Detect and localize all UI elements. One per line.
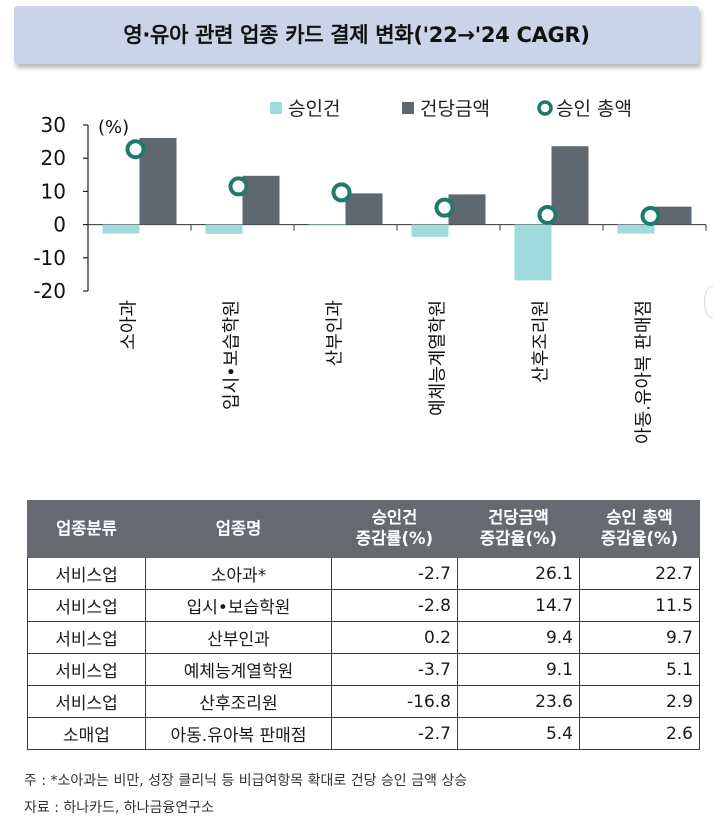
table-header-row: 업종분류 업종명 승인건 증감률(%) 건당금액 증감율(%) 승인 총액 증감율(%) — [27, 500, 700, 558]
table-row: 서비스업 예체능계열학원 -3.7 9.1 5.1 — [27, 653, 700, 686]
bar-approvals-2 — [308, 223, 346, 225]
legend-label-1: 건당금액 — [420, 98, 490, 120]
table-cell: -2.7 — [331, 717, 458, 750]
marker-total-0 — [125, 139, 146, 160]
table-header-text: 증감률(%) — [355, 529, 434, 548]
table-cell: 5.4 — [457, 717, 580, 750]
table-cell: 서비스업 — [27, 653, 146, 686]
table-cell: 9.1 — [457, 653, 580, 686]
data-table: 업종분류 업종명 승인건 증감률(%) 건당금액 증감율(%) 승인 총액 증감율(%) 서비… — [27, 500, 700, 750]
table-cell: 23.6 — [457, 685, 580, 718]
table-cell: 소아과* — [145, 557, 332, 590]
y-unit-label: (%) — [98, 117, 129, 138]
table-cell: 26.1 — [457, 557, 580, 590]
table-row: 서비스업 소아과* -2.7 26.1 22.7 — [27, 557, 700, 590]
footnote: 주 : *소아과는 비만, 성장 클리닉 등 비급여항목 확대로 건당 승인 금… — [24, 773, 468, 789]
table-body: 서비스업 소아과* -2.7 26.1 22.7 서비스업 입시•보습학원 -2.8 14.7 1… — [27, 557, 700, 750]
table-cell: 산후조리원 — [145, 685, 332, 718]
legend-label-0: 승인건 — [288, 98, 340, 120]
table-cell: 9.7 — [579, 621, 700, 654]
bar-approvals-4 — [514, 224, 552, 281]
table-row: 서비스업 입시•보습학원 -2.8 14.7 11.5 — [27, 589, 700, 622]
category-label-0: 소아과 — [119, 300, 140, 350]
table-header-1: 업종명 — [145, 500, 332, 558]
table-row: 소매업 아동.유아복 판매점 -2.7 5.4 2.6 — [27, 717, 700, 750]
table-header-text: 건당금액 — [488, 508, 549, 528]
legend-label-2: 승인 총액 — [556, 98, 632, 120]
bar-chart: 승인건 건당금액 승인 총액 30 20 10 0 -10 -20 (%) 소아과 입시•보습학원 산부… — [33, 98, 707, 444]
bar-per-transaction-1 — [242, 175, 280, 225]
table-cell: 아동.유아복 판매점 — [145, 717, 332, 750]
table-header-text: 업종명 — [215, 518, 262, 538]
table-cell: 11.5 — [579, 589, 700, 622]
table-cell: 예체능계열학원 — [145, 653, 332, 686]
table-cell: 서비스업 — [27, 589, 146, 622]
table-cell: 0.2 — [331, 621, 458, 654]
table-row: 서비스업 산부인과 0.2 9.4 9.7 — [27, 621, 700, 654]
marker-total-1 — [228, 176, 249, 197]
legend-swatch-0 — [270, 102, 282, 114]
category-label-5: 아동.유아복 판매점 — [634, 300, 655, 444]
table-header-text: 증감율(%) — [479, 529, 558, 548]
category-label-3: 예체능계열학원 — [428, 300, 449, 416]
legend-swatch-1 — [402, 102, 414, 114]
y-tick-label-5: -20 — [33, 279, 66, 303]
table-header-2: 승인건 증감률(%) — [331, 500, 458, 558]
table-cell: 입시•보습학원 — [145, 589, 332, 622]
bar-per-transaction-3 — [448, 194, 486, 225]
bar-per-transaction-4 — [551, 146, 589, 225]
table-cell: -2.7 — [331, 557, 458, 590]
table-cell: -3.7 — [331, 653, 458, 686]
table-cell: -2.8 — [331, 589, 458, 622]
table-cell: 22.7 — [579, 557, 700, 590]
marker-total-4 — [537, 204, 558, 225]
category-label-4: 산후조리원 — [531, 300, 552, 383]
bar-per-transaction-0 — [139, 137, 177, 225]
bar-approvals-5 — [617, 224, 655, 234]
table-header-0: 업종분류 — [27, 500, 146, 558]
table-cell: 5.1 — [579, 653, 700, 686]
marker-total-2 — [331, 182, 352, 203]
table-cell: 2.6 — [579, 717, 700, 750]
y-tick-label-0: 30 — [41, 113, 66, 137]
table-header-text: 승인 총액 — [606, 508, 673, 528]
table-cell: 2.9 — [579, 685, 700, 718]
bar-per-transaction-2 — [345, 193, 383, 225]
bar-approvals-0 — [102, 224, 140, 234]
table-cell: 14.7 — [457, 589, 580, 622]
category-label-1: 입시•보습학원 — [222, 300, 243, 410]
table-cell: -16.8 — [331, 685, 458, 718]
table-cell: 서비스업 — [27, 557, 146, 590]
table-cell: 소매업 — [27, 717, 146, 750]
table-cell: 산부인과 — [145, 621, 332, 654]
table-header-3: 건당금액 증감율(%) — [457, 500, 580, 558]
source-note: 자료 : 하나카드, 하나금융연구소 — [24, 800, 214, 816]
marker-total-5 — [640, 205, 661, 226]
bar-approvals-1 — [205, 224, 243, 234]
table-cell: 서비스업 — [27, 685, 146, 718]
table-cell: 서비스업 — [27, 621, 146, 654]
y-tick-label-4: -10 — [33, 246, 66, 270]
bar-per-transaction-5 — [654, 206, 692, 225]
legend-marker-2 — [537, 100, 553, 116]
table-header-text: 승인건 — [371, 508, 418, 528]
y-tick-label-2: 10 — [41, 179, 66, 203]
table-header-4: 승인 총액 증감율(%) — [579, 500, 700, 558]
edge-artifact — [704, 286, 713, 318]
table-cell: 9.4 — [457, 621, 580, 654]
y-tick-label-1: 20 — [41, 146, 66, 170]
chart-title: 영·유아 관련 업종 카드 결제 변화('22→'24 CAGR) — [123, 23, 590, 47]
table-header-text: 증감율(%) — [600, 529, 679, 548]
y-tick-label-3: 0 — [53, 213, 66, 237]
category-label-2: 산부인과 — [325, 300, 346, 366]
marker-total-3 — [434, 197, 455, 218]
table-header-text: 업종분류 — [56, 518, 117, 538]
table-row: 서비스업 산후조리원 -16.8 23.6 2.9 — [27, 685, 700, 718]
bar-approvals-3 — [411, 224, 449, 237]
title-banner: 영·유아 관련 업종 카드 결제 변화('22→'24 CAGR) — [14, 6, 699, 64]
